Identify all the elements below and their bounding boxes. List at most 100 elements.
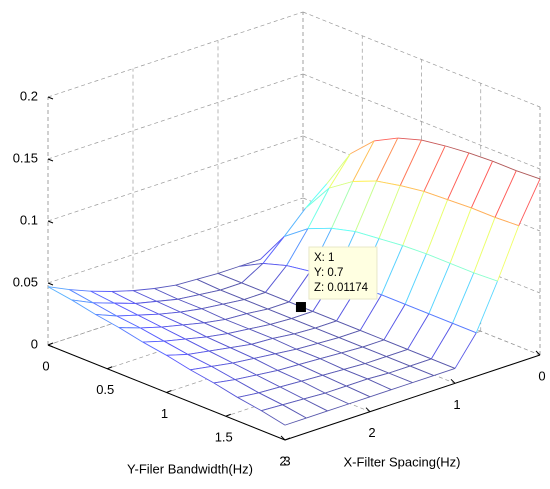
mesh-face [410, 358, 455, 376]
mesh-edge [494, 216, 519, 227]
mesh-edge [187, 350, 210, 355]
mesh-edge [452, 272, 475, 324]
mesh-edge [423, 145, 446, 192]
mesh-edge [154, 284, 176, 289]
mesh-face [423, 145, 469, 200]
mesh-edge [320, 352, 342, 360]
mesh-face [161, 324, 207, 340]
mesh-edge [331, 181, 354, 229]
mesh-edge [241, 282, 266, 293]
z-tick-label: 0 [31, 336, 38, 351]
mesh-edge [47, 286, 72, 301]
mesh-edge [348, 396, 371, 405]
mesh-face [182, 322, 228, 337]
mesh-face [111, 290, 157, 304]
mesh-edge [163, 340, 188, 355]
x-axis-label: X-Filter Spacing(Hz) [343, 454, 460, 469]
mesh-edge [376, 137, 399, 182]
mesh-face [241, 263, 287, 293]
mesh-edge [301, 374, 323, 382]
mesh-edge [237, 392, 259, 398]
mesh-face [222, 299, 268, 314]
mesh-edge [185, 338, 210, 352]
mesh-face [206, 333, 252, 348]
mesh-edge [267, 308, 292, 319]
mesh-face [119, 327, 165, 343]
mesh-edge [381, 294, 406, 305]
mesh-edge [260, 236, 285, 260]
mesh-edge [291, 318, 316, 329]
mesh-edge [284, 228, 309, 237]
mesh-edge [473, 272, 498, 282]
mesh-edge [346, 378, 368, 387]
mesh-edge [454, 332, 477, 369]
mesh-edge [445, 145, 470, 154]
mesh-edge [328, 153, 351, 189]
mesh-edge [113, 302, 139, 316]
mesh-edge [374, 137, 398, 142]
mesh-edge [383, 339, 408, 350]
mesh-edge [431, 358, 456, 369]
mesh-edge [447, 199, 472, 209]
z-tick-label: 0.2 [20, 88, 38, 103]
mesh-edge [367, 372, 389, 380]
mesh-edge [275, 348, 297, 355]
mesh-edge [132, 290, 157, 302]
mesh-edge [359, 294, 382, 331]
mesh-edge [116, 315, 141, 329]
tick-mark [47, 158, 54, 162]
mesh-edge [303, 398, 328, 412]
datatip-label: X: 1 [314, 252, 334, 264]
mesh-edge [203, 322, 228, 334]
mesh-face [92, 302, 138, 316]
mesh-face [246, 309, 292, 325]
mesh-edge [341, 352, 366, 365]
mesh-edge [447, 152, 470, 200]
mesh-edge [329, 181, 353, 189]
mesh-edge [386, 356, 411, 367]
mesh-face [90, 291, 136, 304]
x-tick-label: 3 [283, 453, 290, 468]
mesh-edge [331, 227, 356, 233]
mesh-edge [391, 382, 413, 391]
mesh-face [267, 301, 313, 319]
mesh-edge [516, 170, 541, 180]
mesh-face [329, 140, 375, 189]
mesh-edge [164, 338, 186, 342]
mesh-face [116, 315, 162, 328]
mesh-edge [204, 319, 226, 324]
mesh-face [187, 351, 233, 367]
mesh-edge [317, 337, 340, 344]
mesh-edge [161, 324, 183, 328]
mesh-face [114, 303, 160, 316]
mesh-edge [423, 190, 448, 201]
mesh-face [244, 292, 290, 310]
mesh-face [303, 393, 349, 411]
grid-line [47, 197, 304, 284]
mesh-edge [346, 385, 371, 398]
mesh-face [343, 363, 389, 379]
mesh-edge [338, 337, 363, 348]
mesh-edge [364, 356, 387, 365]
mesh-face [322, 369, 368, 387]
mesh-edge [317, 342, 342, 354]
mesh-face [253, 353, 299, 371]
mesh-edge [208, 350, 233, 364]
mesh-edge [326, 153, 351, 185]
mesh-edge [217, 273, 242, 284]
mesh-edge [196, 278, 221, 291]
mesh-edge [468, 152, 493, 162]
mesh-edge [322, 369, 344, 376]
mesh-edge [319, 358, 345, 370]
mesh-edge [248, 323, 271, 330]
mesh-edge [378, 238, 403, 247]
mesh-edge [293, 333, 318, 344]
mesh-edge [206, 333, 228, 338]
mesh-edge [248, 328, 273, 339]
mesh-face [201, 304, 247, 320]
mesh-edge [324, 392, 349, 405]
mesh-face [140, 327, 186, 342]
mesh-face [431, 323, 477, 369]
mesh-face [428, 263, 474, 324]
mesh-edge [177, 298, 202, 310]
